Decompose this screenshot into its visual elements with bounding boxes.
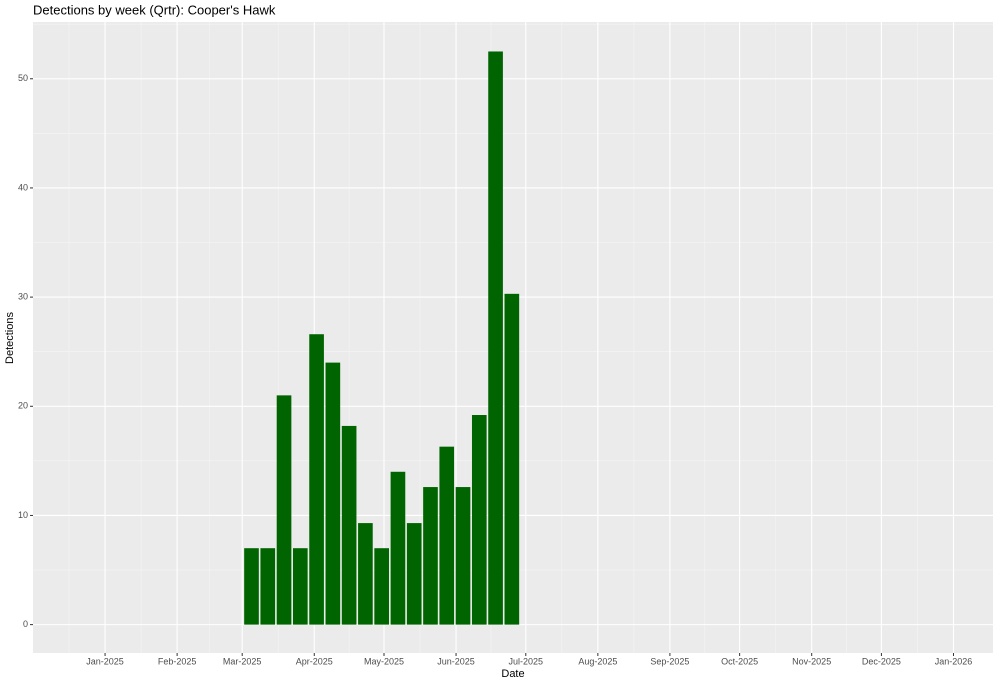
y-tick-label: 0: [23, 619, 28, 629]
x-tick-label: Jan-2026: [935, 656, 973, 666]
bar: [374, 548, 389, 625]
x-tick-label: Sep-2025: [650, 656, 689, 666]
x-tick-label: Jan-2025: [86, 656, 124, 666]
bar: [276, 395, 292, 625]
y-tick-label: 40: [18, 182, 28, 192]
x-tick-label: Oct-2025: [721, 656, 758, 666]
bar: [406, 523, 422, 625]
x-tick-label: Nov-2025: [792, 656, 831, 666]
x-tick-label: Feb-2025: [158, 656, 197, 666]
bar: [292, 548, 308, 625]
x-tick-label: May-2025: [364, 656, 404, 666]
bar: [504, 293, 520, 625]
y-tick-label: 20: [18, 401, 28, 411]
bar: [325, 362, 341, 625]
x-tick-label: Mar-2025: [223, 656, 262, 666]
bar: [455, 487, 471, 625]
y-tick-label: 30: [18, 291, 28, 301]
y-axis-label: Detections: [4, 312, 16, 364]
bar: [471, 415, 487, 625]
bar: [244, 548, 259, 625]
bar: [423, 487, 438, 625]
bar: [309, 334, 324, 625]
y-tick-label: 10: [18, 510, 28, 520]
bar: [260, 548, 276, 625]
x-tick-label: Aug-2025: [578, 656, 617, 666]
chart-title: Detections by week (Qrtr): Cooper's Hawk: [33, 2, 276, 17]
x-tick-label: Apr-2025: [296, 656, 333, 666]
bar: [488, 51, 503, 625]
bar: [439, 446, 455, 625]
x-axis-label: Date: [501, 668, 524, 680]
bar: [341, 425, 357, 625]
y-tick-label: 50: [18, 73, 28, 83]
bar: [390, 471, 406, 625]
bars: [244, 51, 520, 625]
x-tick-label: Jun-2025: [437, 656, 475, 666]
bar: [358, 523, 373, 625]
x-tick-label: Dec-2025: [862, 656, 901, 666]
x-tick-label: Jul-2025: [509, 656, 544, 666]
